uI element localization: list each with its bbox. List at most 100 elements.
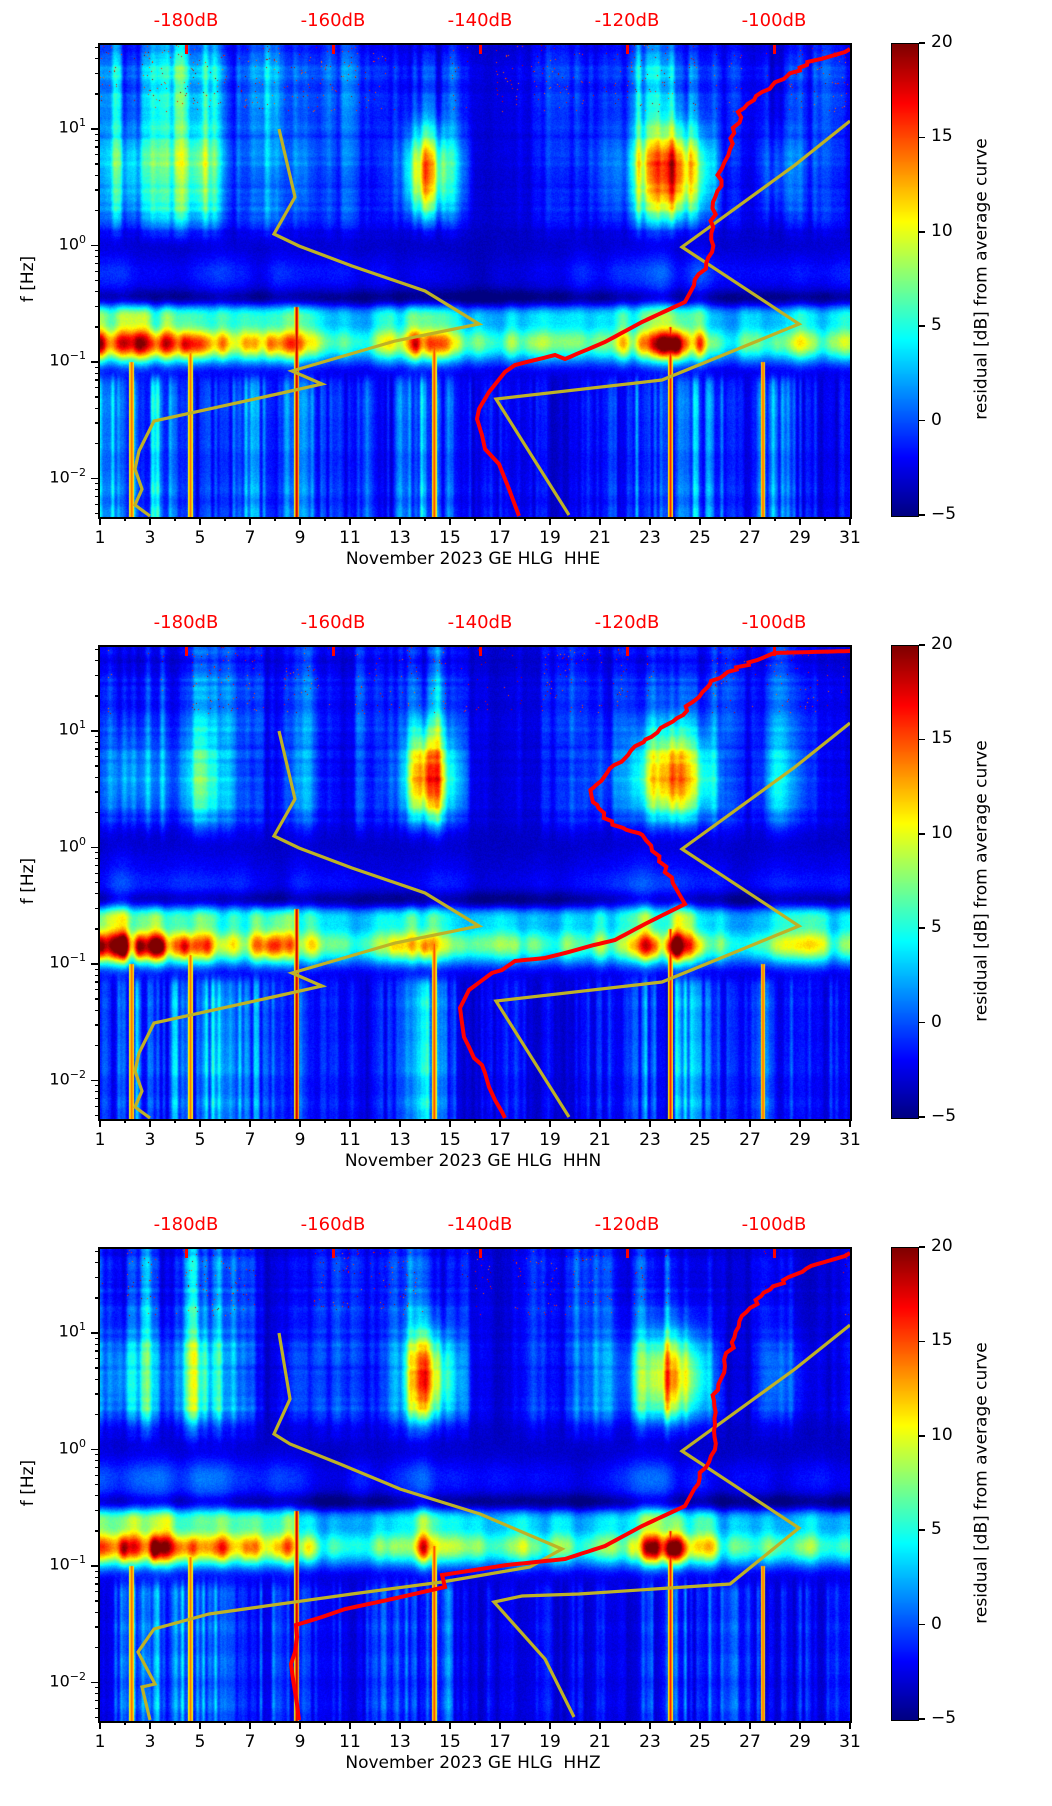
colorbar-tick <box>919 231 925 233</box>
x-tick-label: 29 <box>789 1732 811 1752</box>
y-minor-tick <box>95 1114 99 1117</box>
top-db-label: -140dB <box>447 10 513 31</box>
x-axis-title: November 2023 GE HLG HHZ <box>345 1753 601 1773</box>
y-minor-tick <box>95 974 99 976</box>
x-tick-label: 7 <box>244 1732 256 1752</box>
top-db-label: -100dB <box>741 612 807 633</box>
colorbar-tick-label: 0 <box>931 409 942 430</box>
x-tick-label: 21 <box>589 528 611 548</box>
y-minor-tick <box>95 791 99 793</box>
y-tick-label: 100 <box>58 834 86 855</box>
x-minor-tick <box>374 1119 376 1123</box>
y-minor-tick <box>95 1646 99 1649</box>
top-db-tick <box>478 647 482 656</box>
x-minor-tick <box>424 1721 426 1725</box>
y-minor-tick <box>95 735 99 737</box>
colorbar-tick-label: 15 <box>931 126 953 147</box>
x-minor-tick <box>524 1119 526 1123</box>
y-minor-tick <box>95 1591 99 1593</box>
x-tick-label: 3 <box>144 1732 156 1752</box>
colorbar-tick-label: 10 <box>931 220 953 241</box>
x-major-tick <box>799 1119 801 1127</box>
colorbar-tick <box>919 1340 925 1343</box>
x-major-tick <box>699 1721 701 1729</box>
x-tick-label: 1 <box>94 1130 106 1150</box>
x-minor-tick <box>474 1721 476 1725</box>
y-minor-tick <box>95 1367 99 1369</box>
y-minor-tick <box>95 154 99 156</box>
top-db-label: -120dB <box>594 1214 660 1235</box>
spectrogram-panel-hhe: November 2023 GE HLG HHE f [Hz] residual… <box>0 0 1052 602</box>
colorbar-tick <box>919 136 925 139</box>
y-tick-label: 100 <box>58 232 86 253</box>
y-minor-tick <box>95 250 99 252</box>
x-tick-label: 25 <box>689 1130 711 1150</box>
x-minor-tick <box>574 1721 576 1725</box>
y-minor-tick <box>95 881 99 884</box>
top-db-label: -180dB <box>153 10 219 31</box>
y-minor-tick <box>95 998 99 1000</box>
colorbar-tick-label: 20 <box>931 1236 953 1256</box>
x-major-tick <box>299 517 301 525</box>
colorbar-tick <box>919 833 925 835</box>
x-tick-label: 3 <box>144 528 156 548</box>
curves-overlay <box>133 47 850 517</box>
colorbar <box>891 645 919 1119</box>
x-tick-label: 13 <box>389 1732 411 1752</box>
plot-area <box>91 645 852 1127</box>
y-minor-tick <box>95 1337 99 1339</box>
y-minor-tick <box>95 46 99 49</box>
x-minor-tick <box>674 1119 676 1123</box>
colorbar-tick-label: 5 <box>931 315 942 336</box>
y-minor-tick <box>95 748 99 750</box>
top-db-tick <box>772 647 776 656</box>
y-tick-label: 10−2 <box>49 1669 86 1690</box>
y-minor-tick <box>95 1687 99 1689</box>
y-major-tick <box>91 1332 99 1334</box>
y-minor-tick <box>95 756 99 758</box>
y-minor-tick <box>95 1250 99 1253</box>
y-minor-tick <box>95 674 99 676</box>
x-minor-tick <box>824 517 826 521</box>
y-minor-tick <box>95 422 99 424</box>
y-minor-tick <box>95 262 99 265</box>
x-tick-label: 13 <box>389 1130 411 1150</box>
y-minor-tick <box>95 928 99 930</box>
y-minor-tick <box>95 1262 99 1264</box>
x-tick-label: 5 <box>194 1130 206 1150</box>
colorbar-canvas <box>892 44 918 516</box>
y-minor-tick <box>95 765 99 767</box>
y-major-tick <box>91 963 99 965</box>
top-db-tick <box>184 1249 188 1258</box>
x-major-tick <box>849 1721 851 1729</box>
colorbar-tick-label: −5 <box>931 504 957 524</box>
y-minor-tick <box>95 811 99 814</box>
y-minor-tick <box>95 1600 99 1602</box>
colorbar <box>891 43 919 517</box>
x-minor-tick <box>674 517 676 521</box>
x-tick-label: 31 <box>839 1732 861 1752</box>
y-axis-label: f [Hz] <box>18 255 38 303</box>
colorbar-canvas <box>892 646 918 1118</box>
red-spectrum-curve <box>474 47 850 517</box>
x-major-tick <box>849 1119 851 1127</box>
y-minor-tick <box>95 1393 99 1395</box>
colorbar-tick-label: 20 <box>931 32 953 52</box>
colorbar-tick-label: 5 <box>931 1519 942 1540</box>
x-major-tick <box>399 1119 401 1127</box>
y-tick-label: 101 <box>58 116 86 137</box>
y-minor-tick <box>95 270 99 272</box>
x-minor-tick <box>424 517 426 521</box>
x-tick-label: 23 <box>639 528 661 548</box>
colorbar-tick <box>919 1435 925 1437</box>
x-minor-tick <box>624 1119 626 1123</box>
colorbar-tick-label: 0 <box>931 1011 942 1032</box>
y-minor-tick <box>95 305 99 307</box>
y-major-tick <box>91 846 99 849</box>
colorbar-tick <box>919 1021 925 1024</box>
x-major-tick <box>149 1721 151 1729</box>
x-tick-label: 5 <box>194 1732 206 1752</box>
x-major-tick <box>299 1721 301 1729</box>
y-axis-label: f [Hz] <box>18 1459 38 1507</box>
